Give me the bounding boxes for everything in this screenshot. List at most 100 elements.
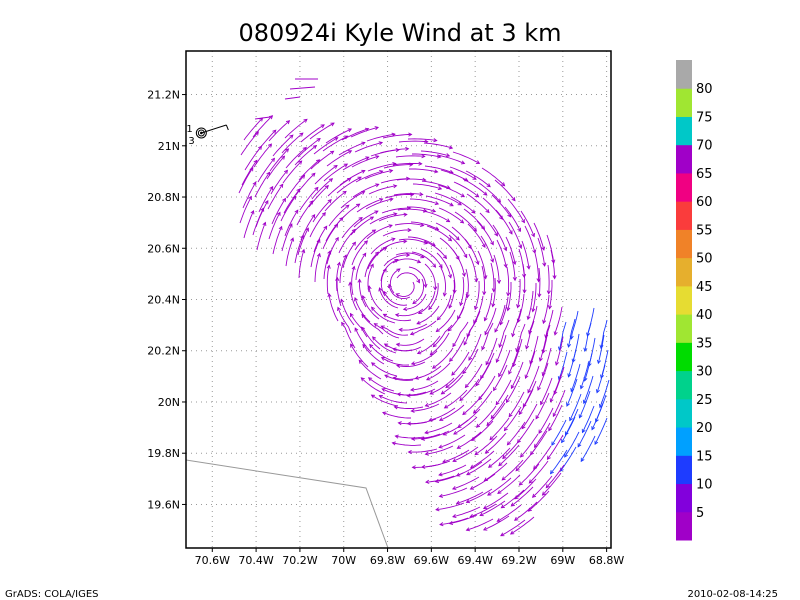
streamline <box>493 364 508 391</box>
streamline <box>437 184 465 198</box>
streamline-arrowhead <box>549 398 554 403</box>
x-tick-label: 70.2W <box>282 554 317 567</box>
streamline-arrowhead <box>594 440 599 446</box>
streamline-arrowhead <box>321 211 326 217</box>
streamline-arrowhead <box>448 304 453 309</box>
streamline-arrowhead <box>358 216 363 221</box>
colorbar-segment <box>676 172 692 202</box>
storm-center-marker: 13 <box>186 124 229 147</box>
streamline <box>395 252 424 258</box>
streamline-arrowhead <box>394 434 399 439</box>
streamline-arrowhead <box>250 209 255 215</box>
streamline <box>239 196 252 224</box>
streamline <box>394 223 424 226</box>
streamline-arrowhead <box>421 464 426 469</box>
streamline-arrowhead <box>365 156 370 161</box>
streamline <box>539 332 548 362</box>
streamline-arrowhead <box>526 315 531 321</box>
streamline-arrowhead <box>367 377 373 382</box>
streamline <box>382 133 412 139</box>
streamline-arrowhead <box>254 131 259 136</box>
streamline-arrowhead <box>382 246 388 251</box>
y-tick-label: 19.8N <box>147 447 180 460</box>
streamline <box>554 306 563 335</box>
streamline <box>512 338 523 367</box>
streamline-arrowhead <box>253 159 258 164</box>
streamline-arrowhead <box>505 398 510 404</box>
streamline-arrowhead <box>388 224 393 229</box>
streamline-arrowhead <box>500 532 505 537</box>
streamline-arrowhead <box>394 313 400 318</box>
footer-right: 2010-02-08-14:25 <box>687 589 778 600</box>
streamline-arrowhead <box>537 293 542 298</box>
streamline <box>340 191 365 209</box>
streamline-arrowhead <box>445 384 450 389</box>
streamline-arrowhead <box>379 198 384 202</box>
streamline <box>397 208 427 212</box>
streamline-arrowhead <box>491 303 496 308</box>
streamline <box>519 463 540 486</box>
streamline-arrowhead <box>409 331 415 336</box>
colorbar-label: 35 <box>696 336 713 351</box>
streamline <box>533 445 552 470</box>
streamline <box>371 394 399 407</box>
streamline-arrowhead <box>361 141 366 146</box>
streamline <box>500 519 526 537</box>
streamline <box>342 242 356 269</box>
streamline-arrowhead <box>336 261 341 267</box>
streamline-arrowhead <box>482 291 487 296</box>
streamline-arrowhead <box>380 325 385 330</box>
streamline <box>594 417 608 445</box>
streamline <box>341 217 363 239</box>
streamline <box>447 306 465 332</box>
streamline <box>392 162 422 166</box>
streamline-arrowhead <box>362 343 367 349</box>
streamline-arrowhead <box>305 227 309 232</box>
streamline <box>533 222 545 251</box>
colorbar-label: 40 <box>696 308 713 323</box>
streamline-arrowhead <box>339 217 344 222</box>
streamline <box>475 360 492 386</box>
streamline-arrowhead <box>535 415 540 420</box>
streamline <box>425 392 452 407</box>
streamline <box>584 352 593 381</box>
streamline <box>272 134 294 157</box>
streamline-arrowhead <box>288 223 293 228</box>
streamline-arrowhead <box>459 219 465 224</box>
streamline-arrowhead <box>438 417 444 422</box>
streamline <box>328 204 350 227</box>
streamline <box>366 133 395 142</box>
streamline <box>340 299 355 326</box>
streamline <box>518 248 525 278</box>
streamline-arrowhead <box>438 472 443 477</box>
streamline <box>298 159 320 181</box>
streamline <box>532 283 537 312</box>
streamline-arrowhead <box>374 126 380 131</box>
streamline <box>520 433 539 458</box>
colorbar-segment <box>676 60 692 89</box>
streamline <box>369 344 394 362</box>
streamline-arrowhead <box>266 171 271 176</box>
streamline-arrowhead <box>370 263 374 268</box>
streamline <box>450 196 476 214</box>
streamline <box>561 416 576 443</box>
colorbar-label: 55 <box>696 223 713 238</box>
streamline-arrowhead <box>351 228 356 233</box>
x-tick-label: 69W <box>550 554 575 567</box>
streamline <box>499 296 509 325</box>
streamline <box>466 488 493 503</box>
streamline-arrowhead <box>424 403 429 407</box>
streamline-arrowhead <box>566 402 570 407</box>
streamline <box>570 310 579 339</box>
streamline-arrowhead <box>289 134 294 139</box>
streamline-arrowhead <box>296 188 301 193</box>
colorbar-segment <box>676 455 692 485</box>
streamline-arrowhead <box>396 268 401 273</box>
streamline <box>528 490 550 512</box>
streamline <box>379 395 408 404</box>
streamline-arrowhead <box>347 177 352 182</box>
streamline-arrowhead <box>410 436 416 441</box>
streamline-arrowhead <box>518 410 523 416</box>
streamline-arrowhead <box>262 221 267 227</box>
streamline-arrowhead <box>483 477 488 482</box>
